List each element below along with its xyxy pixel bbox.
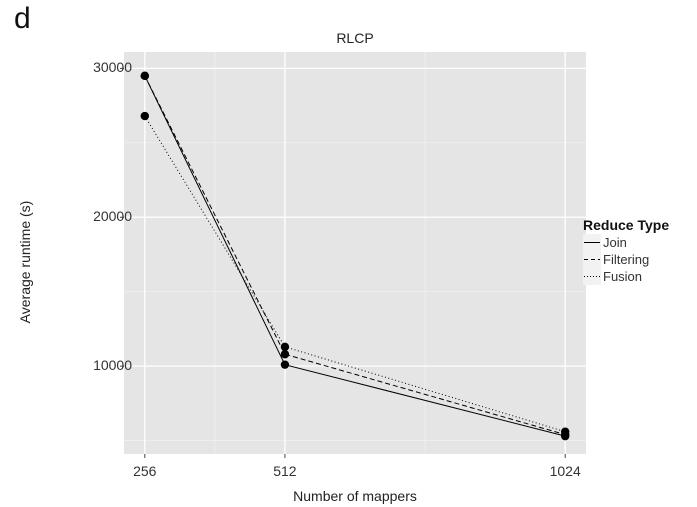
- data-point-filtering: [280, 350, 290, 359]
- x-tick-label: 1024: [549, 463, 581, 479]
- legend-label: Join: [603, 235, 627, 250]
- chart-title: RLCP: [336, 30, 374, 46]
- y-tick-label: 20000: [93, 208, 132, 225]
- panel-letter: d: [14, 2, 31, 35]
- legend-item-fusion: Fusion: [583, 268, 669, 285]
- y-tick-label: 30000: [93, 59, 132, 76]
- data-point-fusion: [560, 427, 570, 436]
- legend-title: Reduce Type: [583, 217, 670, 233]
- legend-label: Filtering: [603, 252, 650, 267]
- legend: Reduce Type Join Filtering Fusion: [583, 217, 669, 285]
- x-tick-label: 256: [133, 463, 157, 479]
- series-line-filtering: [144, 75, 566, 436]
- data-point-filtering: [140, 71, 150, 81]
- data-point-fusion: [280, 342, 290, 351]
- data-point-fusion: [140, 111, 150, 121]
- plot-background: [124, 52, 586, 454]
- legend-key-dashed: [583, 251, 601, 268]
- legend-key-solid: [583, 234, 601, 251]
- x-axis-label: Number of mappers: [293, 488, 417, 504]
- legend-item-filtering: Filtering: [583, 251, 669, 268]
- y-axis-label: Average runtime (s): [17, 200, 33, 324]
- x-tick-label: 512: [273, 463, 297, 479]
- legend-item-join: Join: [583, 234, 669, 251]
- legend-label: Fusion: [603, 269, 643, 284]
- y-tick-label: 10000: [93, 357, 132, 374]
- legend-key-dotted: [583, 268, 601, 285]
- data-point-join: [280, 360, 290, 369]
